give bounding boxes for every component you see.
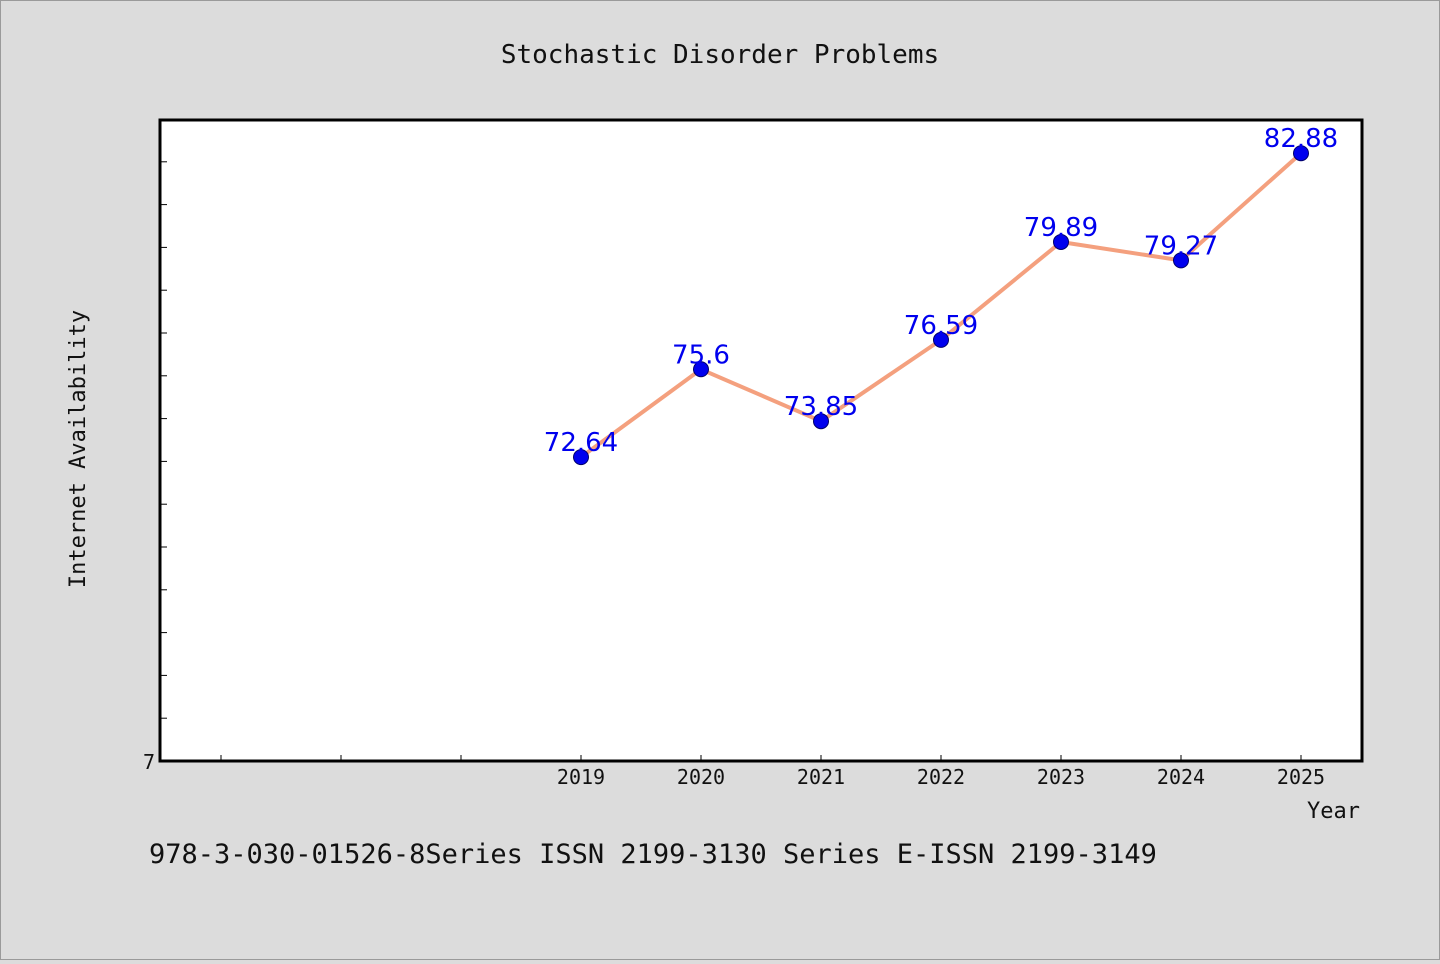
y-tick-label: 7 — [143, 750, 155, 774]
data-point — [933, 331, 949, 348]
y-axis-ticks — [160, 161, 167, 762]
data-point — [693, 361, 709, 378]
data-label: 76.59 — [904, 311, 978, 341]
data-point — [573, 449, 589, 466]
x-axis-label: Year — [1307, 799, 1360, 824]
data-label: 79.27 — [1144, 231, 1218, 261]
x-tick-label: 2022 — [917, 765, 965, 789]
y-axis-label: Internet Availability — [66, 310, 91, 588]
data-label: 75.6 — [672, 340, 730, 370]
plot-area — [158, 118, 1364, 763]
x-tick-labels: 2019 2020 2021 2022 2023 2024 2025 — [557, 765, 1325, 789]
data-point — [1173, 252, 1189, 269]
data-point — [1053, 233, 1069, 250]
x-tick-label: 2023 — [1037, 765, 1085, 789]
x-tick-label: 2024 — [1157, 765, 1205, 789]
chart-title: Stochastic Disorder Problems — [501, 40, 939, 70]
x-tick-label: 2019 — [557, 765, 605, 789]
data-markers — [573, 145, 1309, 466]
data-label: 73.85 — [784, 392, 858, 422]
x-tick-label: 2021 — [797, 765, 845, 789]
footer-text: 978-3-030-01526-8Series ISSN 2199-3130 S… — [149, 839, 1157, 870]
data-point — [1293, 145, 1309, 162]
x-axis-ticks — [220, 755, 1302, 761]
x-tick-label: 2020 — [677, 765, 725, 789]
data-label: 82.88 — [1264, 124, 1338, 154]
data-label: 79.89 — [1024, 213, 1098, 243]
x-tick-label: 2025 — [1277, 765, 1325, 789]
data-label: 72.64 — [544, 428, 618, 458]
data-labels: 72.64 75.6 73.85 76.59 79.89 79.27 82.88 — [544, 124, 1338, 458]
data-point — [813, 413, 829, 430]
